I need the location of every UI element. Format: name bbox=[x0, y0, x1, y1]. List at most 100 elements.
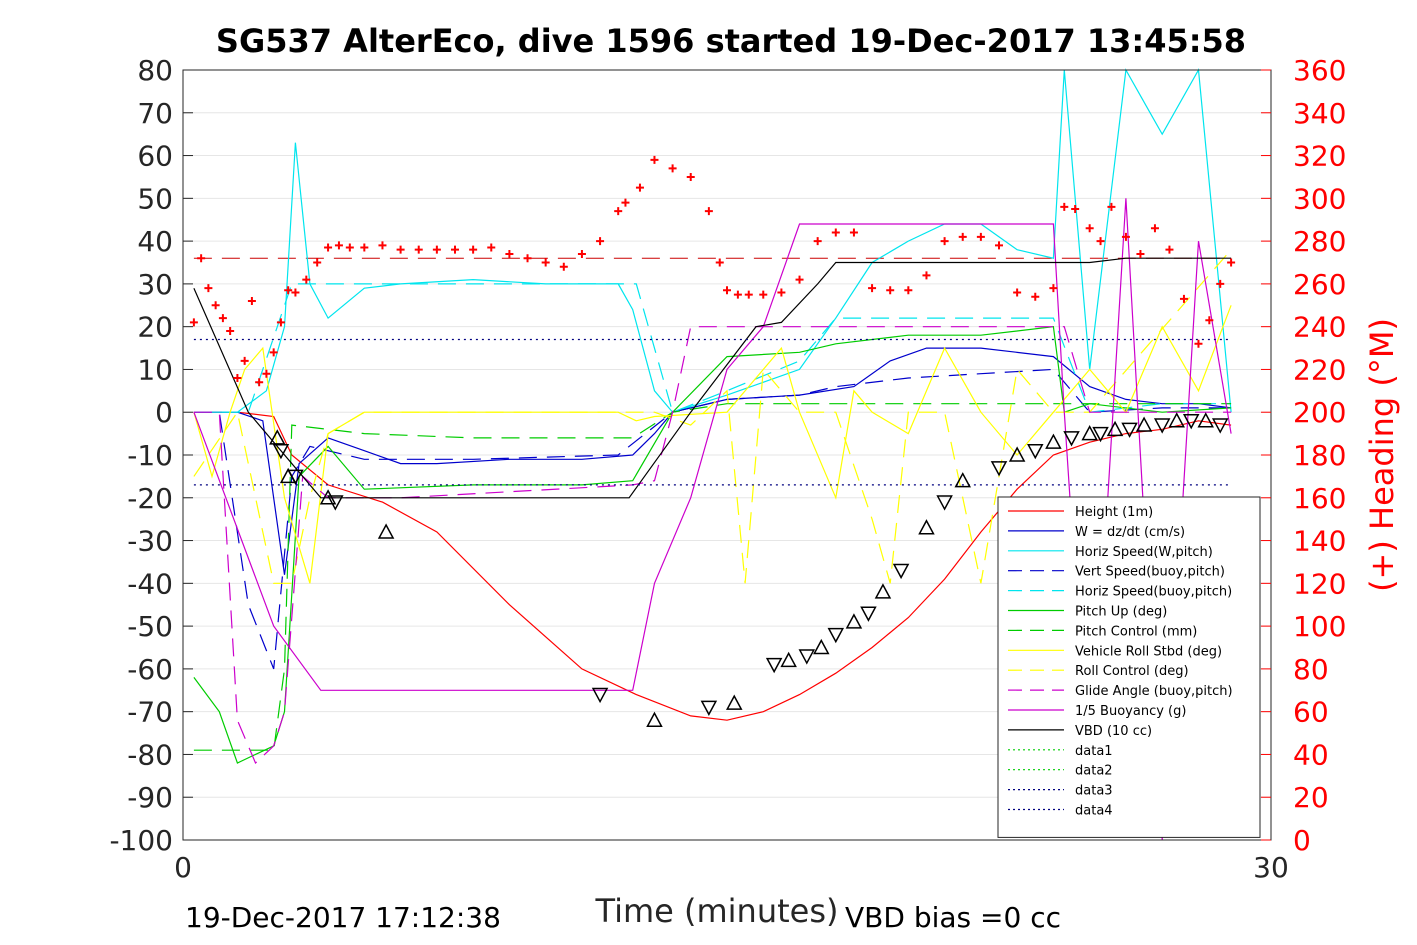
y-right-tick-label: 160 bbox=[1293, 482, 1346, 515]
y-right-tick-label: 60 bbox=[1293, 696, 1329, 729]
heading-point bbox=[211, 301, 220, 310]
heading-point bbox=[614, 207, 623, 216]
footer-timestamp: 19-Dec-2017 17:12:38 bbox=[185, 901, 501, 934]
heading-point bbox=[291, 288, 300, 297]
y-right-tick-label: 240 bbox=[1293, 311, 1346, 344]
legend-label: W = dz/dt (cm/s) bbox=[1075, 525, 1185, 540]
heading-point bbox=[904, 286, 913, 295]
heading-point bbox=[922, 271, 931, 280]
heading-point bbox=[276, 318, 285, 327]
glider-marker bbox=[319, 489, 337, 505]
heading-point bbox=[487, 243, 496, 252]
heading-point bbox=[284, 286, 293, 295]
legend-label: Horiz Speed(W,pitch) bbox=[1075, 545, 1213, 560]
y-right-tick-label: 340 bbox=[1293, 97, 1346, 130]
glider-marker bbox=[1168, 412, 1185, 428]
y-tick-label: 0 bbox=[155, 396, 173, 429]
heading-point bbox=[650, 155, 659, 164]
heading-point bbox=[1194, 339, 1203, 348]
glider-marker bbox=[892, 563, 910, 580]
legend-label: VBD (10 cc) bbox=[1075, 724, 1152, 739]
x-tick-label: 30 bbox=[1253, 851, 1289, 884]
glider-marker bbox=[1106, 420, 1124, 437]
glider-marker bbox=[813, 638, 830, 655]
y-right-tick-label: 40 bbox=[1293, 738, 1329, 771]
series-layer bbox=[193, 68, 1232, 841]
heading-point bbox=[744, 290, 753, 299]
glider-marker bbox=[798, 649, 816, 665]
heading-point bbox=[559, 262, 568, 271]
glider-marker bbox=[1027, 443, 1044, 460]
heading-point bbox=[723, 286, 731, 295]
y-tick-label: -100 bbox=[109, 824, 173, 857]
y-tick-label: -20 bbox=[127, 482, 173, 515]
heading-point bbox=[396, 245, 405, 254]
heading-point bbox=[345, 243, 354, 252]
heading-point bbox=[451, 245, 459, 254]
legend-label: Horiz Speed(buoy,pitch) bbox=[1075, 585, 1232, 600]
heading-point bbox=[469, 245, 478, 254]
heading-point bbox=[886, 286, 895, 295]
heading-point bbox=[1013, 288, 1022, 297]
glider-marker bbox=[725, 694, 743, 710]
series-line-7 bbox=[193, 305, 1232, 584]
legend-label: Vert Speed(buoy,pitch) bbox=[1075, 565, 1225, 580]
right-axis-label: (+) Heading (°M) bbox=[1363, 318, 1401, 592]
heading-point bbox=[1085, 224, 1094, 233]
series-line-1 bbox=[193, 347, 1232, 575]
heading-point bbox=[704, 207, 713, 216]
glider-marker bbox=[1135, 416, 1153, 432]
glider-marker bbox=[287, 469, 304, 485]
heading-point bbox=[958, 232, 967, 241]
y-tick-label: 60 bbox=[137, 140, 173, 173]
heading-point bbox=[795, 275, 804, 284]
glider-marker bbox=[1197, 412, 1214, 428]
heading-point bbox=[1165, 245, 1174, 254]
glider-marker bbox=[1008, 446, 1026, 462]
heading-point bbox=[733, 290, 742, 299]
heading-point bbox=[1179, 294, 1188, 303]
legend-label: Roll Control (deg) bbox=[1075, 664, 1189, 679]
heading-point bbox=[262, 369, 271, 378]
y-right-tick-label: 320 bbox=[1293, 140, 1346, 173]
y-tick-label: -50 bbox=[127, 610, 173, 643]
heading-point bbox=[849, 228, 858, 237]
heading-point bbox=[313, 258, 322, 267]
heading-point bbox=[596, 237, 605, 246]
glider-marker bbox=[918, 519, 935, 535]
heading-point bbox=[247, 297, 256, 305]
y-right-tick-label: 260 bbox=[1293, 268, 1346, 301]
footer-vbd-bias: VBD bias =0 cc bbox=[845, 901, 1061, 934]
heading-point bbox=[868, 284, 877, 293]
glider-marker bbox=[1153, 418, 1171, 434]
legend-label: data2 bbox=[1075, 764, 1113, 779]
y-tick-label: -60 bbox=[127, 653, 173, 686]
glider-marker bbox=[780, 651, 797, 668]
heading-point bbox=[715, 258, 724, 267]
heading-point bbox=[1216, 279, 1225, 288]
y-tick-label: 50 bbox=[137, 182, 173, 215]
y-tick-label: 70 bbox=[137, 97, 173, 130]
legend-label: Glide Angle (buoy,pitch) bbox=[1075, 684, 1233, 699]
y-right-tick-label: 120 bbox=[1293, 567, 1346, 600]
heading-point bbox=[378, 241, 387, 250]
glider-marker bbox=[591, 687, 609, 704]
series-line-5 bbox=[193, 326, 1232, 764]
heading-point bbox=[621, 198, 630, 207]
heading-point bbox=[505, 249, 514, 258]
heading-point bbox=[995, 241, 1003, 250]
heading-point bbox=[976, 232, 985, 241]
glider-marker bbox=[1211, 418, 1229, 434]
glider-marker bbox=[272, 443, 290, 460]
glider-marker bbox=[874, 583, 892, 599]
y-right-tick-label: 200 bbox=[1293, 396, 1346, 429]
y-tick-label: -10 bbox=[127, 439, 173, 472]
heading-point bbox=[1121, 232, 1130, 241]
heading-point bbox=[759, 290, 768, 299]
heading-point bbox=[1136, 249, 1145, 258]
glider-marker bbox=[1063, 431, 1080, 447]
y-right-tick-label: 20 bbox=[1293, 781, 1329, 814]
legend-label: data3 bbox=[1075, 784, 1113, 799]
heading-point bbox=[204, 284, 213, 293]
